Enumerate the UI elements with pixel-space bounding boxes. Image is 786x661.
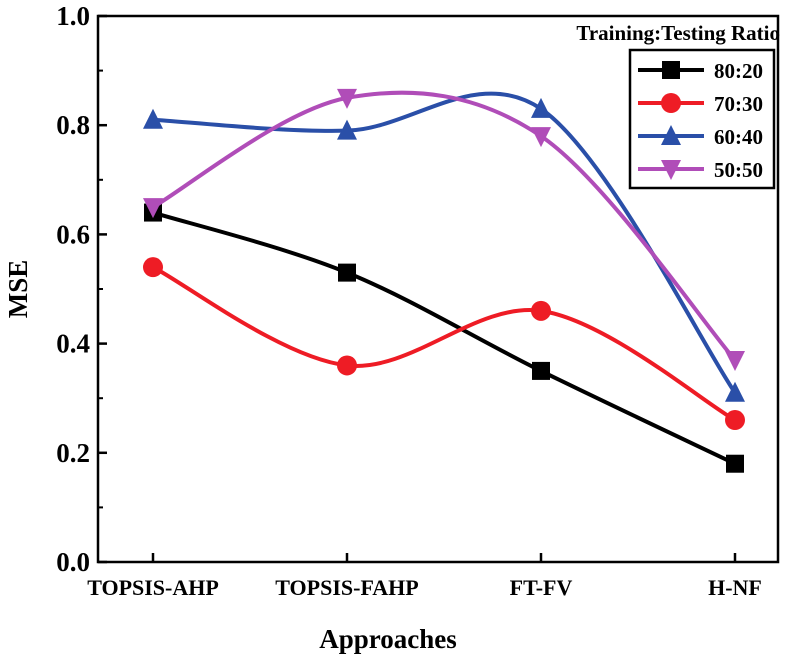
legend-item: 50:50 <box>638 158 763 182</box>
x-tick-label: TOPSIS-AHP <box>87 575 219 600</box>
legend-marker <box>662 61 680 79</box>
x-axis-title: Approaches <box>319 624 457 654</box>
data-point <box>725 381 745 402</box>
data-point <box>725 350 745 371</box>
y-tick-label: 0.2 <box>56 438 90 468</box>
legend-box <box>628 48 776 190</box>
axes: 0.0 0.2 0.4 0.6 0.8 1.0 TOPSIS-AHP TOPSIS-FAHP F… <box>56 1 762 600</box>
legend-marker <box>661 125 681 145</box>
series-layer <box>143 88 745 473</box>
data-point <box>532 361 550 380</box>
legend-marker <box>661 160 681 180</box>
series-50-50 <box>143 88 745 371</box>
legend-label: 50:50 <box>714 158 763 182</box>
data-point <box>337 119 357 140</box>
x-tick-label: FT-FV <box>510 575 573 600</box>
data-point <box>725 410 745 431</box>
legend-label: 70:30 <box>714 92 763 116</box>
data-point <box>531 97 551 118</box>
data-point <box>531 300 551 321</box>
y-tick-label: 0.8 <box>56 110 90 140</box>
data-point <box>143 198 163 219</box>
y-tick-label: 1.0 <box>56 1 90 31</box>
y-axis-title: MSE <box>3 260 33 319</box>
legend-label: 80:20 <box>714 59 763 83</box>
series-line <box>152 90 737 362</box>
data-point <box>143 257 163 278</box>
y-tick-label: 0.6 <box>56 219 90 249</box>
series-line <box>152 265 736 422</box>
data-point <box>531 127 551 148</box>
legend-item: 60:40 <box>638 125 763 149</box>
y-tick-label: 0.0 <box>56 547 90 577</box>
y-tick-label: 0.4 <box>56 329 90 359</box>
x-tick-label: H-NF <box>708 575 762 600</box>
data-point <box>338 263 356 282</box>
legend-marker <box>661 93 681 113</box>
legend-item: 70:30 <box>638 92 763 116</box>
legend-title: Training:Testing Ratio <box>576 21 780 45</box>
legend-label: 60:40 <box>714 125 763 149</box>
series-line <box>152 91 737 394</box>
legend: Training:Testing Ratio 80:20 70:30 60:40 50:… <box>576 21 780 190</box>
series-60-40 <box>143 91 745 402</box>
series-70-30 <box>143 257 745 431</box>
legend-item: 80:20 <box>638 59 763 83</box>
data-point <box>726 454 744 473</box>
data-point <box>143 108 163 129</box>
data-point <box>337 355 357 376</box>
x-tick-label: TOPSIS-FAHP <box>275 575 418 600</box>
series-line <box>152 210 736 466</box>
data-point <box>337 88 357 109</box>
